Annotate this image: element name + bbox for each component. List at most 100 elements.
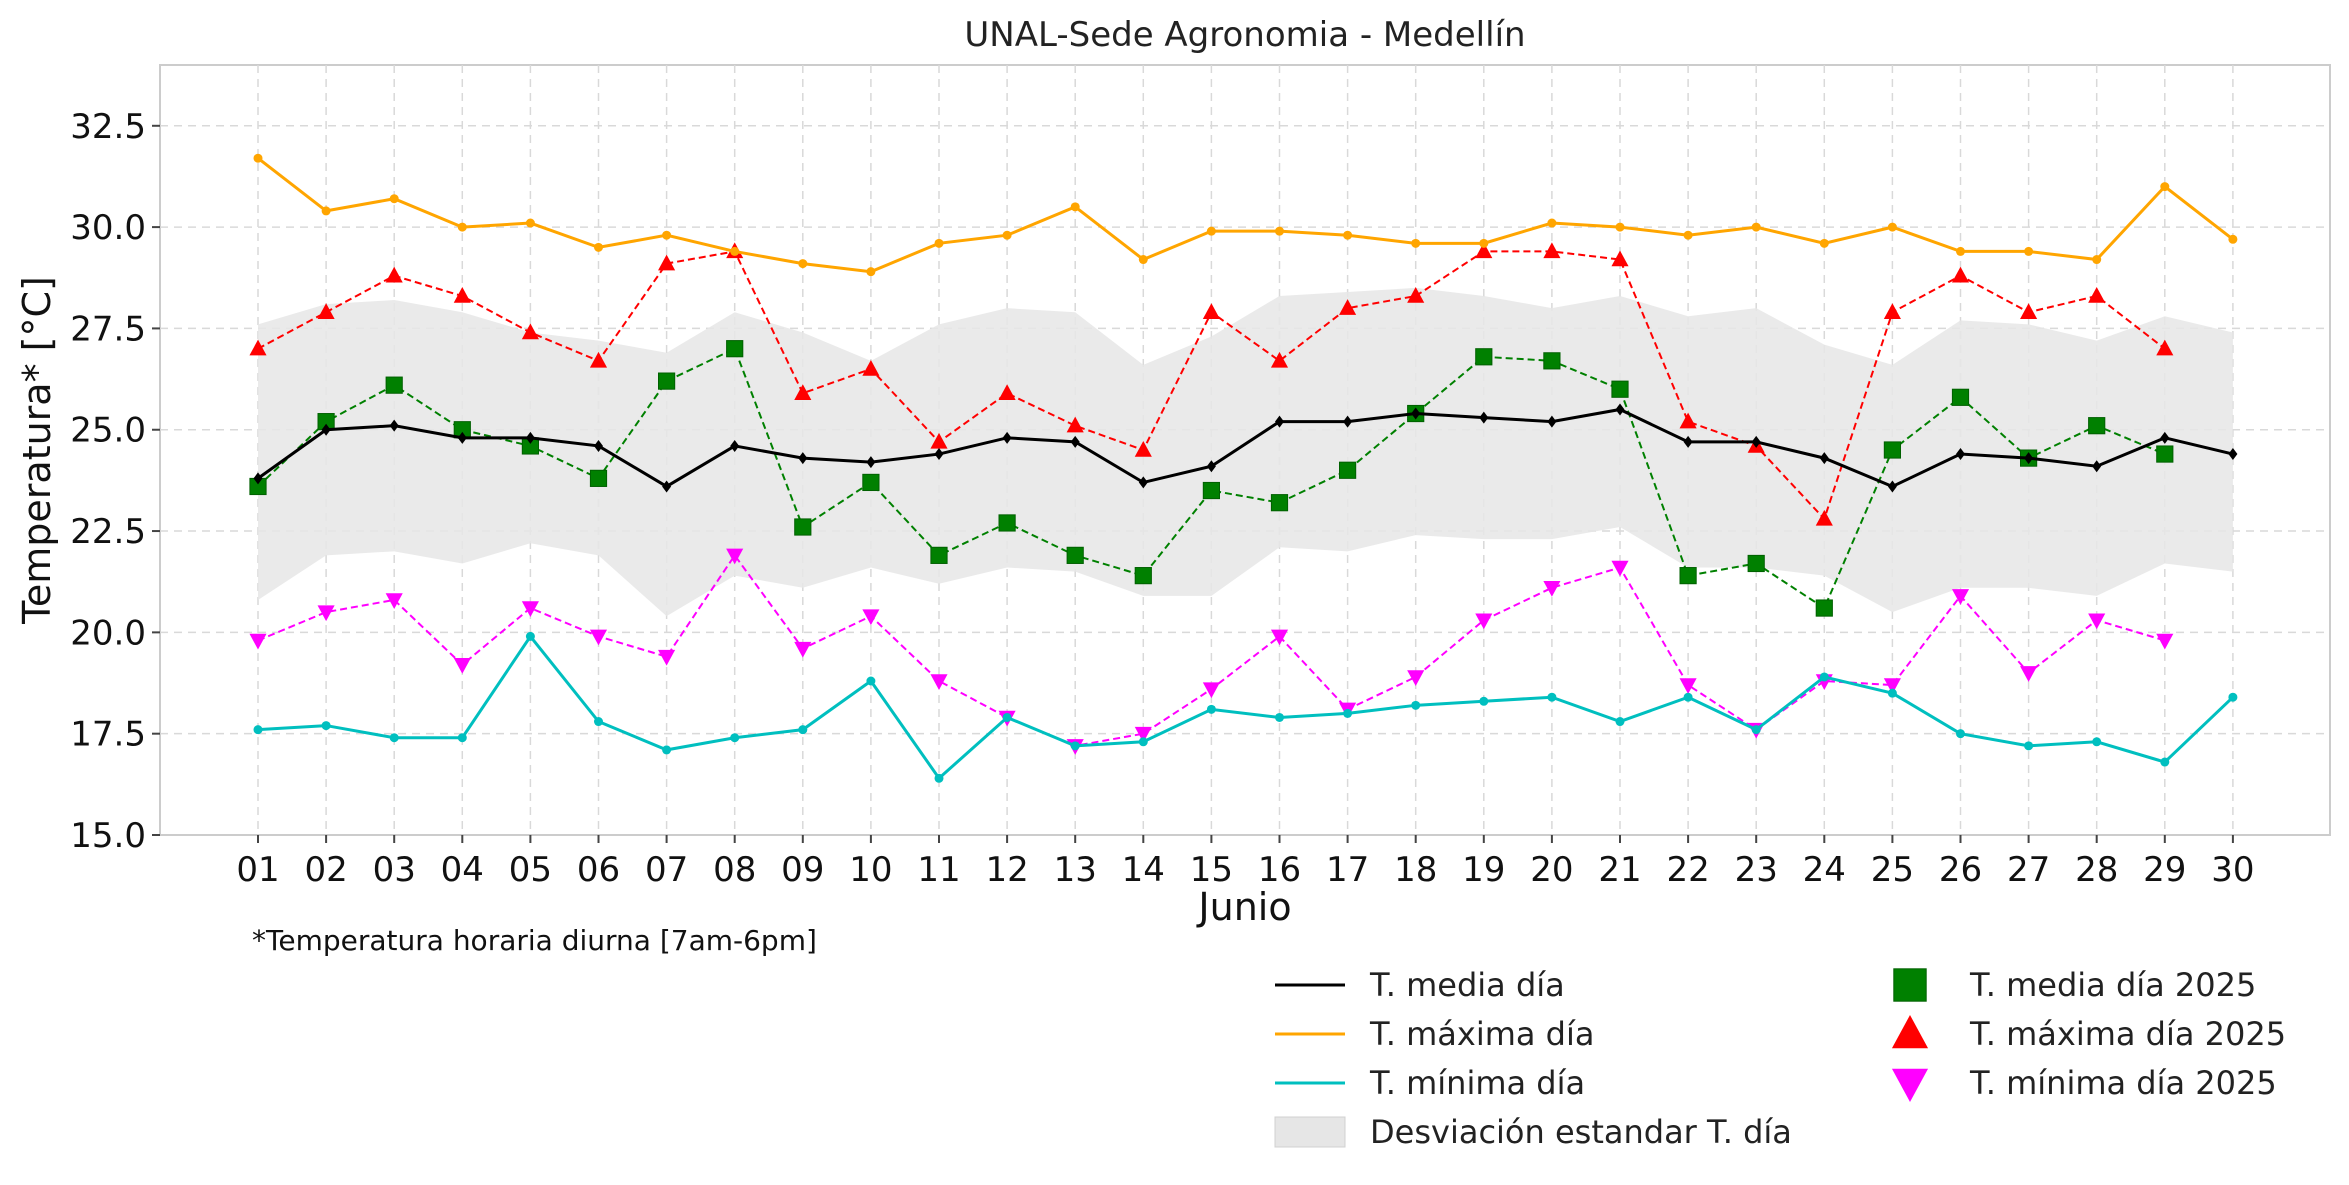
data-point (1951, 388, 1970, 406)
x-tick-label: 25 (1871, 850, 1914, 890)
data-point (798, 452, 808, 465)
series-t-media-d-a (253, 403, 2238, 493)
data-point (1270, 351, 1289, 368)
x-tick-label: 18 (1394, 850, 1437, 890)
data-point (1411, 238, 1421, 248)
y-tick-label: 20.0 (70, 613, 146, 653)
data-point (658, 254, 676, 271)
data-point (1066, 546, 1084, 564)
x-tick-label: 07 (645, 850, 688, 890)
data-point (317, 605, 335, 622)
data-point (1887, 222, 1897, 232)
data-point (1275, 712, 1284, 722)
data-point (1547, 218, 1557, 228)
data-point (1411, 407, 1421, 420)
data-point (1479, 238, 1489, 248)
x-tick-label: 27 (2007, 850, 2050, 890)
data-point (1883, 678, 1901, 695)
legend-swatch (1891, 1015, 1929, 1049)
data-point (1479, 696, 1489, 706)
data-point (1138, 476, 1148, 489)
data-point (1002, 431, 1012, 444)
data-point (1070, 202, 1080, 212)
data-point (521, 601, 539, 618)
data-point (726, 548, 744, 565)
data-point (1815, 599, 1833, 617)
series-line (257, 157, 2234, 274)
data-point (1070, 741, 1080, 751)
data-point (866, 267, 876, 277)
data-point (321, 206, 331, 216)
data-point (1679, 678, 1697, 695)
x-tick-label: 05 (509, 850, 552, 890)
series-t-media-d-a-2025 (249, 340, 2174, 617)
data-point (930, 674, 948, 690)
x-tick-label: 14 (1122, 850, 1165, 890)
data-point (589, 629, 608, 646)
x-tick-label: 02 (304, 850, 347, 890)
data-point (662, 480, 672, 493)
data-point (866, 676, 876, 686)
data-point (998, 514, 1016, 532)
series-line (257, 407, 2234, 489)
data-point (1134, 441, 1152, 457)
legend-label: T. media día 2025 (1969, 966, 2256, 1004)
data-point (726, 340, 744, 358)
data-point (794, 384, 812, 401)
series-t-m-xima-d-a (253, 153, 2238, 277)
data-point (249, 633, 267, 650)
data-point (594, 717, 603, 727)
y-axis-label: Temperatura* [°C] (15, 276, 59, 625)
data-point (1339, 461, 1357, 479)
data-point (730, 439, 740, 452)
data-point (2156, 445, 2174, 463)
x-tick-label: 16 (1258, 850, 1301, 890)
x-tick-label: 20 (1530, 850, 1573, 890)
data-point (594, 439, 603, 452)
data-point (930, 432, 948, 449)
x-tick-label: 06 (577, 850, 620, 890)
legend-swatch (1891, 1068, 1929, 1102)
data-point (453, 287, 471, 303)
x-tick-label: 28 (2075, 850, 2118, 890)
data-point (1475, 613, 1493, 630)
legend-label: T. media día (1369, 966, 1565, 1004)
data-point (2156, 339, 2174, 356)
data-point (1679, 567, 1697, 585)
x-tick-label: 26 (1939, 850, 1982, 890)
x-tick-label: 17 (1326, 850, 1369, 890)
data-point (1547, 692, 1557, 702)
data-point (1819, 672, 1829, 682)
y-tick-label: 15.0 (70, 816, 146, 856)
data-point (249, 339, 267, 356)
data-point (1751, 725, 1761, 735)
data-point (321, 423, 331, 436)
legend-swatch (1274, 1116, 1346, 1148)
data-point (1543, 581, 1561, 597)
series-t-m-xima-d-a-2025 (249, 242, 2174, 526)
data-point (2020, 303, 2038, 319)
data-point (457, 733, 467, 743)
legend-label: T. mínima día 2025 (1969, 1064, 2277, 1102)
data-point (1070, 435, 1080, 448)
x-tick-label: 10 (849, 850, 892, 890)
data-point (1206, 226, 1216, 236)
data-point (1343, 415, 1353, 428)
data-point (1270, 494, 1289, 512)
data-point (525, 218, 535, 228)
data-point (1883, 303, 1901, 319)
data-point (2228, 234, 2238, 244)
data-point (862, 473, 880, 492)
footnote: *Temperatura horaria diurna [7am-6pm] (252, 924, 817, 957)
legend-label: Desviación estandar T. día (1370, 1113, 1792, 1151)
data-point (253, 472, 263, 485)
series-t-m-nima-d-a (253, 631, 2238, 783)
x-tick-label: 15 (1190, 850, 1233, 890)
data-point (1747, 554, 1765, 573)
data-point (1683, 692, 1693, 702)
data-point (1956, 448, 1965, 461)
data-point (1543, 242, 1561, 259)
data-point (1683, 435, 1693, 448)
legend-swatch (1893, 968, 1927, 1002)
data-point (1751, 435, 1761, 448)
